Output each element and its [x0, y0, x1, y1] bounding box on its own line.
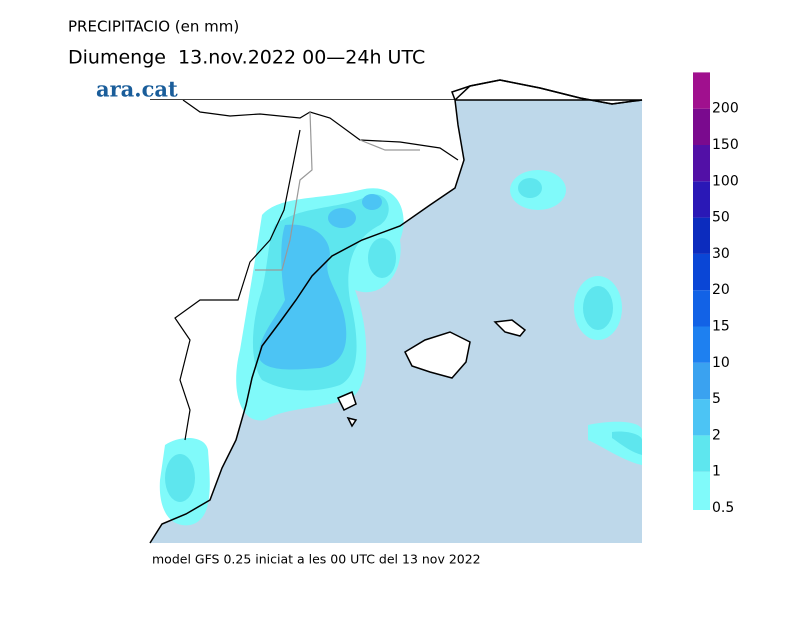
legend-label: 150: [712, 137, 739, 153]
legend-label: 1: [712, 464, 721, 480]
legend-label: 5: [712, 391, 721, 407]
island: [493, 319, 527, 337]
precipitation: [159, 170, 642, 526]
legend-swatch: [693, 471, 710, 510]
legend: 0.5 1 2 5 10 15 20 30 50 100 150 200: [693, 72, 739, 516]
legend-label: 100: [712, 173, 739, 189]
legend-swatch: [693, 181, 710, 218]
legend-label: 50: [712, 210, 730, 226]
legend-swatch: [693, 145, 710, 182]
legend-label: 2: [712, 427, 721, 443]
logo: ara.cat: [96, 77, 178, 102]
legend-swatch: [693, 362, 710, 400]
subtitle: Diumenge 13.nov.2022 00—24h UTC: [68, 47, 425, 69]
legend-label: 20: [712, 282, 730, 298]
legend-swatch: [693, 217, 710, 254]
legend-label: 10: [712, 355, 730, 371]
legend-swatch: [693, 326, 710, 363]
legend-label: 30: [712, 246, 730, 262]
legend-swatch: [693, 290, 710, 327]
legend-label: 0.5: [712, 500, 734, 516]
legend-label: 200: [712, 101, 739, 117]
legend-swatch: [693, 435, 710, 472]
legend-swatch: [693, 399, 710, 436]
island: [404, 331, 471, 379]
legend-swatch: [693, 108, 710, 145]
region-borders: [255, 111, 420, 271]
coastline: [149, 79, 643, 544]
legend-label: 15: [712, 319, 730, 335]
island: [336, 390, 358, 428]
footer: model GFS 0.25 iniciat a les 00 UTC del …: [152, 552, 481, 567]
title: PRECIPITACIO (en mm): [68, 18, 239, 36]
legend-swatch: [693, 253, 710, 291]
legend-swatch: [693, 72, 710, 109]
